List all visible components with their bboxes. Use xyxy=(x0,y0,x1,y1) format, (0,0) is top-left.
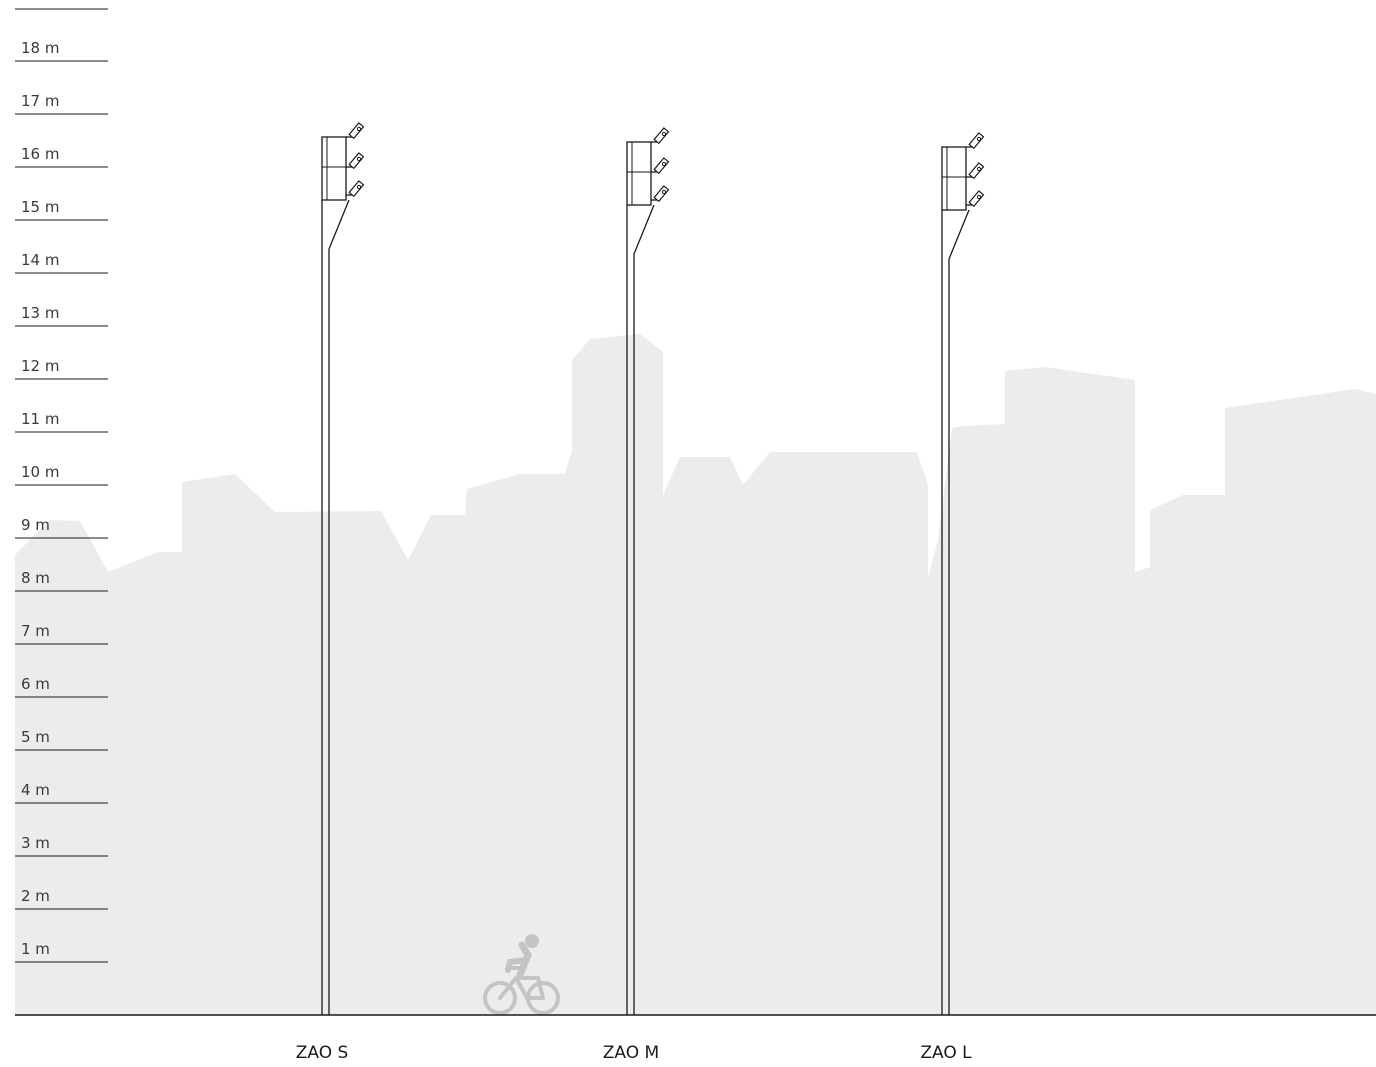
scale-label-11m: 11 m xyxy=(21,410,59,428)
floodlight-icon xyxy=(348,122,365,140)
pole-frame xyxy=(321,136,347,201)
scale-label-16m: 16 m xyxy=(21,145,59,163)
scale-label-9m: 9 m xyxy=(21,516,50,534)
floodlight-lens xyxy=(976,194,982,200)
floodlight-icon xyxy=(348,180,365,198)
floodlight-lens xyxy=(661,161,667,167)
scale-label-3m: 3 m xyxy=(21,834,50,852)
scale-label-18m: 18 m xyxy=(21,39,59,57)
floodlight-lens xyxy=(976,166,982,172)
floodlight-icon xyxy=(653,157,670,175)
floodlight-lens xyxy=(661,131,667,137)
pole-frame xyxy=(941,146,967,211)
pole-label-zao-l: ZAO L xyxy=(920,1043,972,1063)
city-skyline-silhouette xyxy=(15,334,1376,1015)
floodlight-icon xyxy=(968,132,985,150)
scale-label-7m: 7 m xyxy=(21,622,50,640)
scale-label-6m: 6 m xyxy=(21,675,50,693)
floodlight-icon xyxy=(348,152,365,170)
pole-brace xyxy=(328,199,350,250)
pole-zao-s xyxy=(321,122,365,1015)
scale-label-8m: 8 m xyxy=(21,569,50,587)
pole-brace xyxy=(633,204,655,255)
floodlight-icon xyxy=(968,162,985,180)
poles xyxy=(321,122,985,1015)
floodlight-lens xyxy=(356,126,362,132)
floodlight-icon xyxy=(653,185,670,203)
scale-label-15m: 15 m xyxy=(21,198,59,216)
pole-zao-l xyxy=(941,132,985,1015)
scale-label-2m: 2 m xyxy=(21,887,50,905)
scale-label-13m: 13 m xyxy=(21,304,59,322)
floodlight-lens xyxy=(356,184,362,190)
pole-frame xyxy=(626,141,652,206)
height-scale: 1 m 2 m 3 m 4 m 5 m 6 m 7 m 8 m 9 m 10 m 11 m 12 m 1… xyxy=(15,8,108,963)
floodlight-lens xyxy=(661,189,667,195)
floodlight-icon xyxy=(968,190,985,208)
pole-brace xyxy=(948,209,970,260)
pole-label-zao-s: ZAO S xyxy=(296,1043,349,1063)
scale-label-14m: 14 m xyxy=(21,251,59,269)
scale-label-17m: 17 m xyxy=(21,92,59,110)
scale-label-12m: 12 m xyxy=(21,357,59,375)
floodlight-icon xyxy=(653,127,670,145)
pole-label-zao-m: ZAO M xyxy=(603,1043,659,1063)
bicycle-rider-icon xyxy=(483,934,560,1015)
floodlight-lens xyxy=(356,156,362,162)
scale-label-4m: 4 m xyxy=(21,781,50,799)
floodlight-lens xyxy=(976,136,982,142)
scale-label-5m: 5 m xyxy=(21,728,50,746)
scale-label-1m: 1 m xyxy=(21,940,50,958)
scale-label-10m: 10 m xyxy=(21,463,59,481)
pole-zao-m xyxy=(626,127,670,1015)
